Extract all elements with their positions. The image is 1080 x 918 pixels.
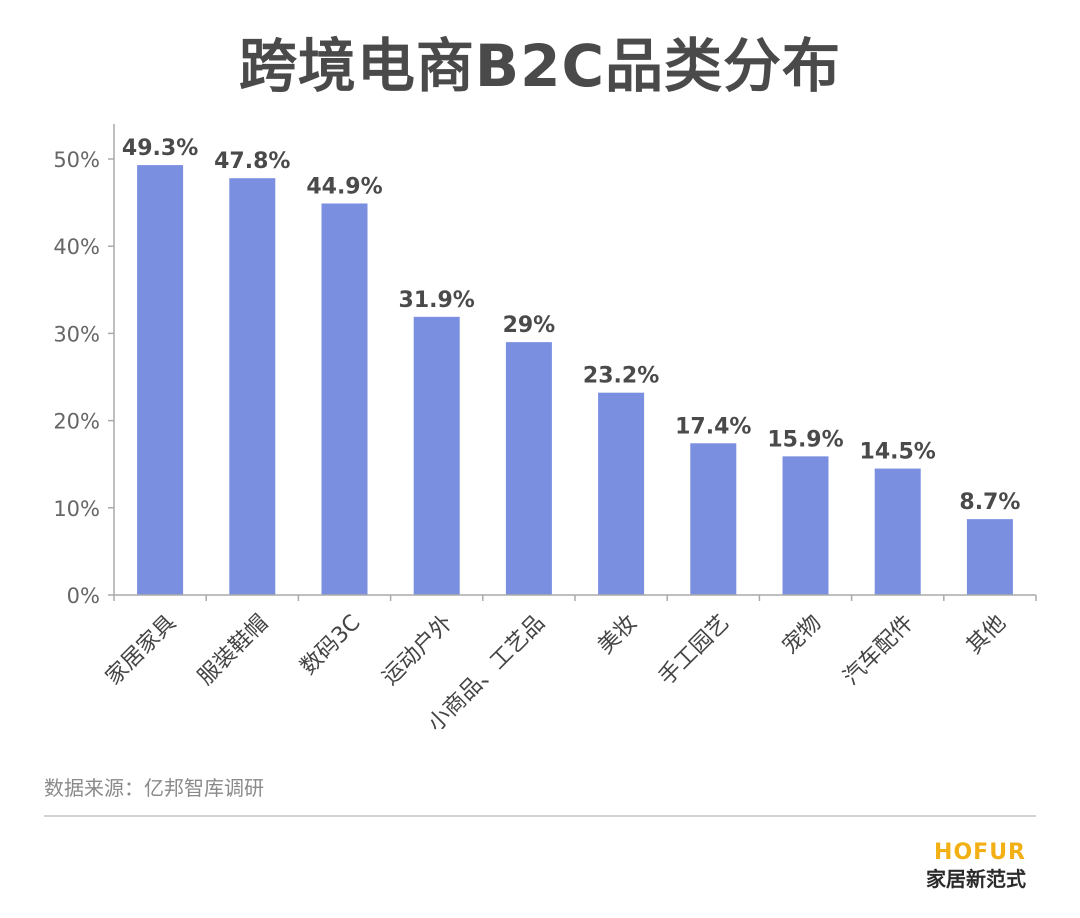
value-label: 17.4% xyxy=(675,414,751,439)
bar-10 xyxy=(966,519,1013,595)
category-label: 汽车配件 xyxy=(839,610,919,690)
value-label: 15.9% xyxy=(767,427,843,452)
bar-4 xyxy=(413,316,460,595)
bars-layer xyxy=(137,165,1013,596)
value-label: 29% xyxy=(503,313,556,338)
category-label: 美妆 xyxy=(593,610,642,659)
axis-layer: 0% 10% 20% 30% 40% 50% xyxy=(53,124,1037,608)
y-tick-label: 0% xyxy=(67,584,100,608)
brand-logo: HOFUR 家居新范式 xyxy=(926,840,1026,892)
category-label: 其他 xyxy=(962,610,1011,659)
bar-5 xyxy=(505,342,552,595)
category-label: 手工园艺 xyxy=(654,610,734,690)
category-label: 服装鞋帽 xyxy=(193,610,273,690)
value-label: 8.7% xyxy=(959,490,1020,515)
y-tick-label: 50% xyxy=(53,148,100,172)
bar-3 xyxy=(321,203,368,596)
y-tick-label: 20% xyxy=(53,410,100,434)
value-label: 31.9% xyxy=(399,288,475,313)
chart-title: 跨境电商B2C品类分布 xyxy=(238,32,842,100)
bar-7 xyxy=(690,443,737,595)
data-source-note: 数据来源：亿邦智库调研 xyxy=(44,776,264,800)
category-label: 家居家具 xyxy=(101,610,181,690)
bar-6 xyxy=(598,392,645,595)
category-label: 数码3C xyxy=(296,610,366,680)
brand-logo-tagline: 家居新范式 xyxy=(926,867,1026,891)
value-label: 44.9% xyxy=(306,174,382,199)
category-label: 宠物 xyxy=(778,610,827,659)
brand-logo-wordmark: HOFUR xyxy=(934,840,1026,865)
value-label: 14.5% xyxy=(860,440,936,465)
bar-8 xyxy=(782,456,829,595)
bar-2 xyxy=(229,178,276,595)
value-label: 49.3% xyxy=(122,136,198,161)
footer-divider xyxy=(44,815,1036,817)
value-label: 47.8% xyxy=(214,149,290,174)
y-tick-label: 10% xyxy=(53,497,100,521)
value-label: 23.2% xyxy=(583,364,659,389)
category-label: 运动户外 xyxy=(378,610,458,690)
y-tick-label: 40% xyxy=(53,235,100,259)
y-tick-label: 30% xyxy=(53,322,100,346)
bar-1 xyxy=(137,165,184,595)
bar-9 xyxy=(874,468,921,595)
